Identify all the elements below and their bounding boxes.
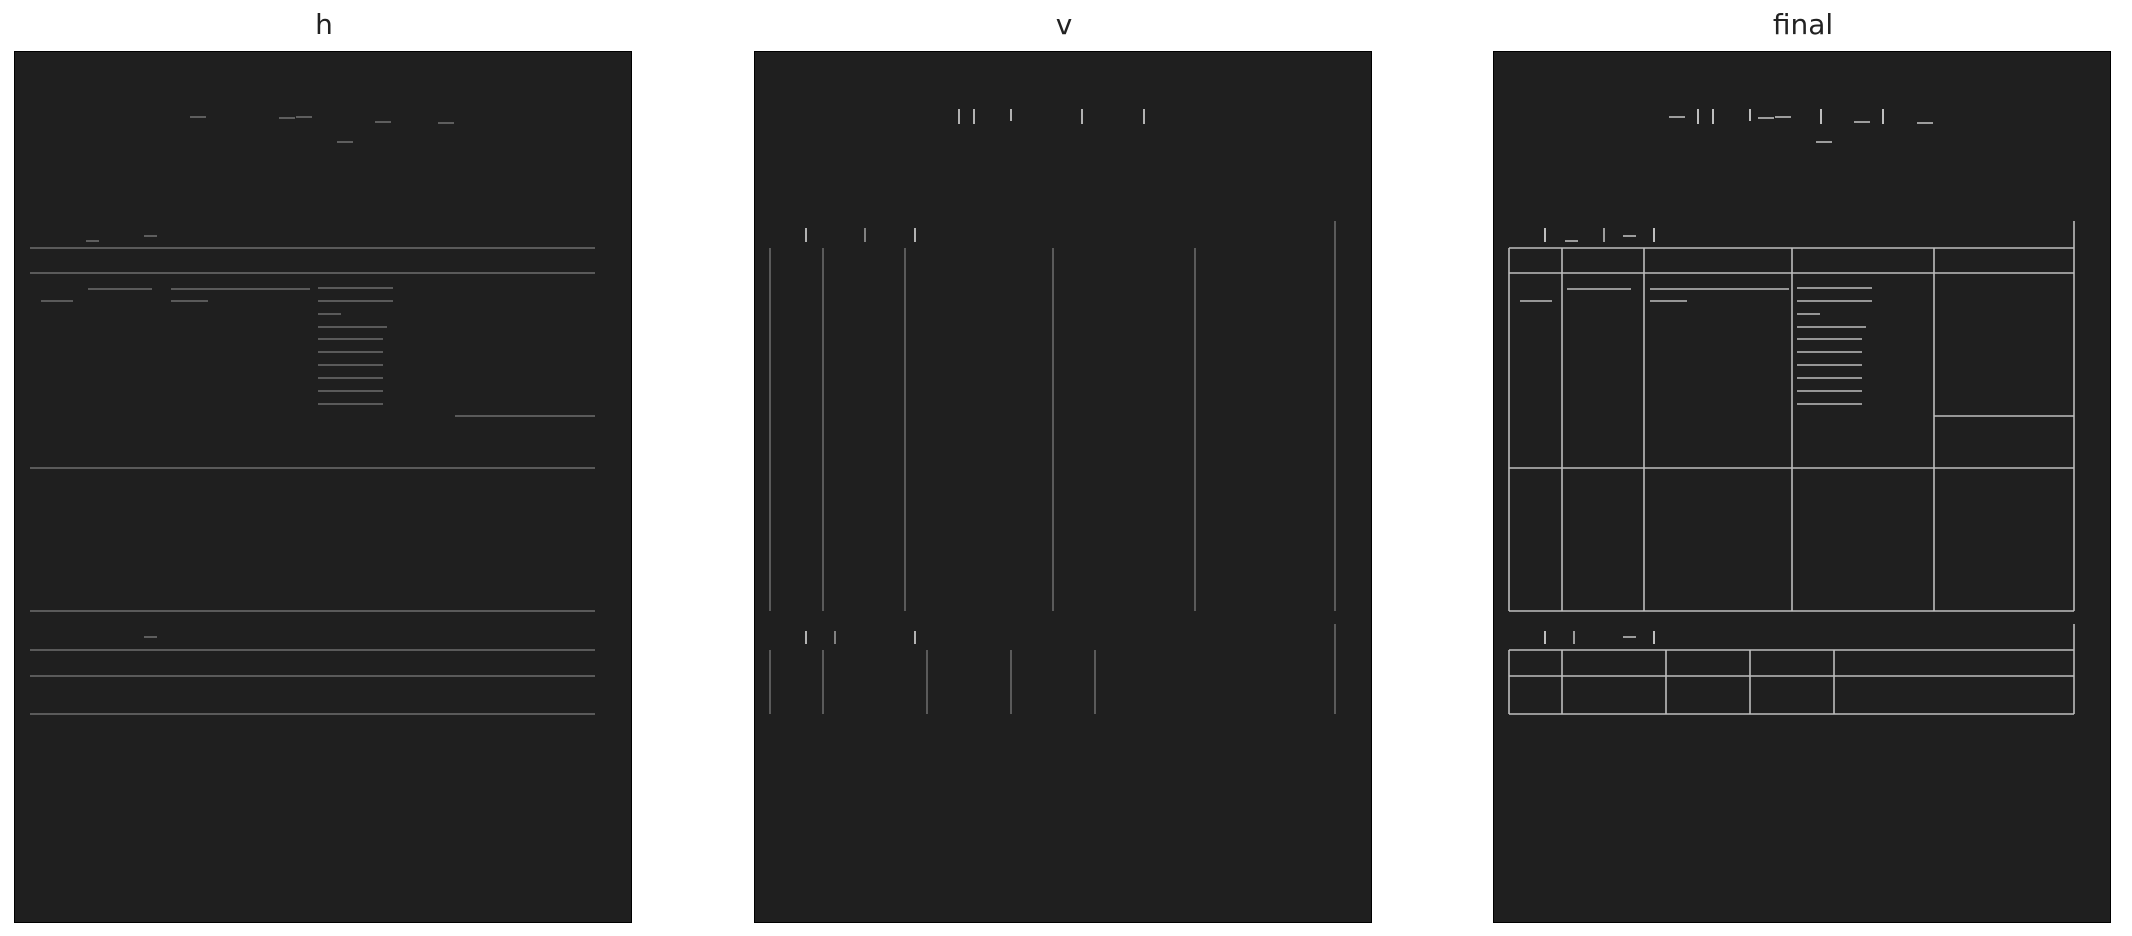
panel-title-final: final: [1772, 8, 1834, 41]
panel-title-v: v: [1055, 8, 1073, 41]
panel-title-h: h: [315, 8, 333, 41]
combined-lines-mask: [1508, 109, 2075, 715]
vertical-lines-mask: [769, 109, 1336, 714]
horizontal-lines-mask: [30, 116, 595, 715]
panel-final: [1493, 51, 2111, 923]
panel-v: [754, 51, 1372, 923]
panel-h: [14, 51, 632, 923]
